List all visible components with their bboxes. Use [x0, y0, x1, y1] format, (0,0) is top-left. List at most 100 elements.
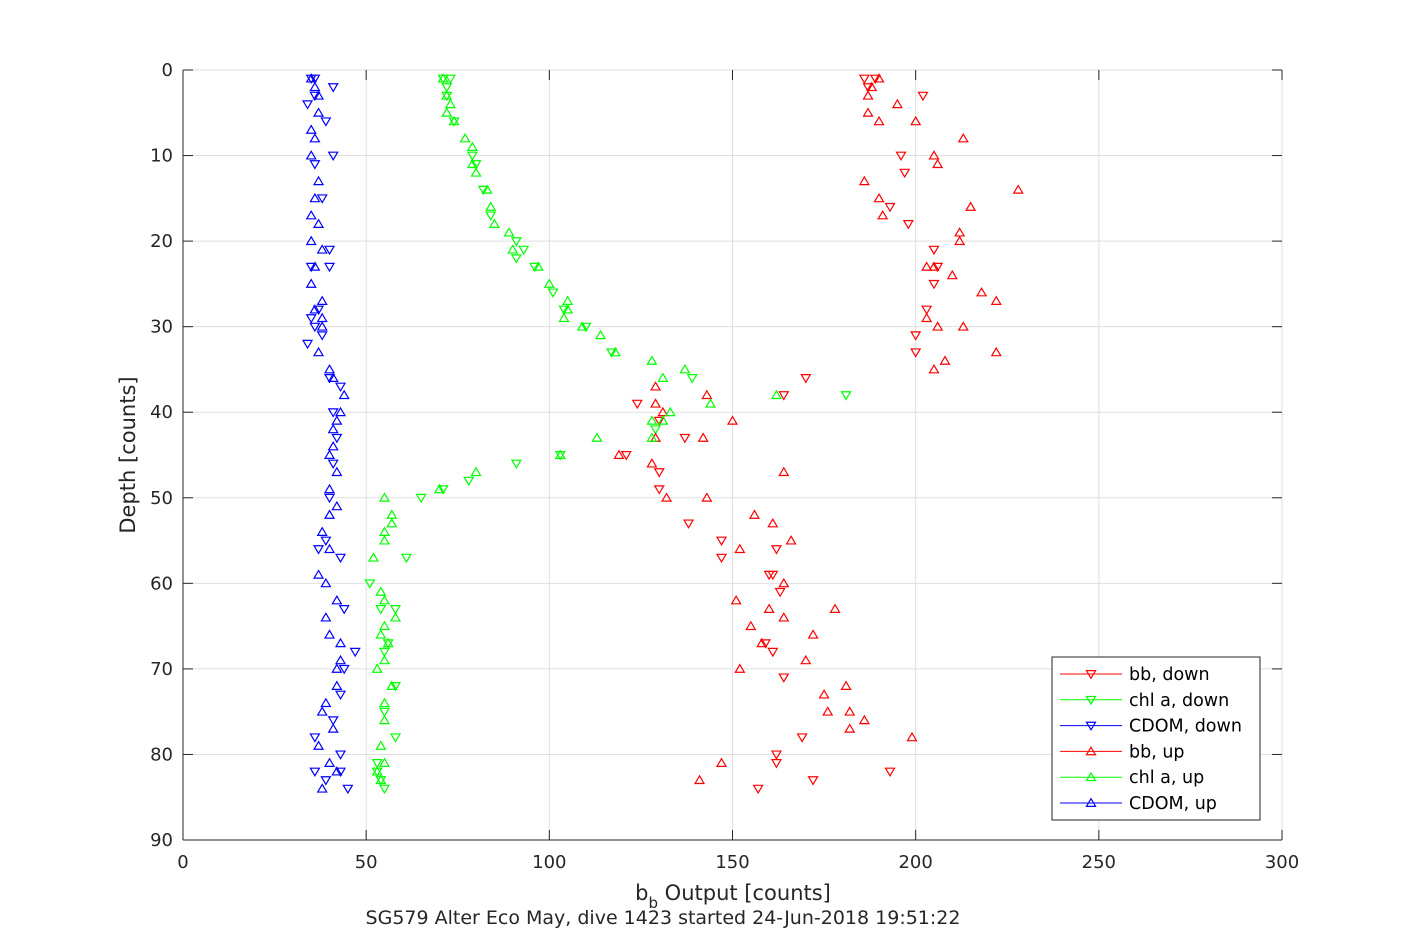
legend-marker	[1085, 721, 1097, 732]
data-point	[701, 389, 713, 400]
data-point	[364, 579, 376, 589]
data-point	[323, 757, 336, 767]
data-point	[862, 83, 874, 93]
data-point	[928, 279, 940, 290]
data-point	[748, 509, 761, 519]
data-point	[767, 647, 779, 658]
data-point	[316, 244, 328, 254]
data-point	[580, 322, 592, 333]
data-point	[323, 363, 336, 374]
data-point	[466, 141, 478, 151]
data-point	[334, 406, 347, 417]
data-point	[807, 776, 819, 786]
data-point	[543, 278, 555, 288]
data-point	[312, 346, 325, 357]
data-point	[650, 425, 662, 435]
data-point	[305, 73, 317, 83]
data-point	[375, 605, 387, 615]
data-point	[653, 485, 665, 495]
data-point	[774, 587, 786, 598]
data-point	[620, 451, 632, 461]
data-point	[309, 81, 321, 92]
data-point	[327, 372, 339, 382]
figure-caption: SG579 Alter Eco May, dive 1423 started 2…	[366, 907, 961, 929]
data-point	[327, 440, 339, 451]
data-point	[932, 321, 944, 331]
data-point	[910, 348, 922, 358]
data-point	[334, 654, 347, 665]
x-tick-label: 100	[532, 852, 566, 873]
data-point	[928, 261, 940, 271]
data-point	[928, 363, 940, 374]
data-point	[693, 774, 706, 785]
legend-box	[1051, 656, 1261, 821]
data-point	[334, 767, 347, 778]
data-points	[302, 73, 1024, 795]
data-point	[466, 158, 478, 169]
data-point	[928, 150, 940, 160]
data-point	[378, 654, 391, 665]
data-point	[320, 577, 332, 588]
data-point	[910, 115, 922, 126]
legend-item: chl a, down	[1060, 691, 1229, 711]
data-point	[862, 107, 874, 117]
data-point	[558, 305, 570, 316]
data-point	[316, 331, 328, 341]
data-point	[778, 466, 790, 477]
data-point	[778, 577, 790, 588]
data-point	[327, 83, 339, 93]
data-point	[334, 690, 347, 701]
data-point	[946, 269, 958, 280]
data-point	[653, 416, 665, 427]
legend-label: chl a, up	[1129, 768, 1204, 788]
data-point	[679, 433, 691, 444]
data-point	[895, 151, 907, 162]
y-tick-label: 70	[150, 659, 173, 680]
data-point	[976, 286, 988, 297]
data-point	[902, 220, 914, 230]
data-point	[312, 90, 325, 100]
data-point	[378, 647, 391, 658]
legend-label: CDOM, down	[1129, 717, 1242, 737]
data-point	[331, 433, 343, 444]
data-point	[990, 295, 1002, 305]
data-point	[763, 603, 775, 613]
data-point	[631, 399, 643, 410]
data-point	[873, 73, 885, 83]
data-point	[518, 245, 530, 256]
x-axis-label-rest: Output [counts]	[658, 881, 831, 905]
data-point	[609, 346, 621, 357]
data-point	[595, 329, 607, 340]
data-point	[818, 689, 830, 699]
data-point	[323, 449, 336, 459]
data-point	[320, 612, 332, 622]
data-point	[646, 458, 658, 468]
data-point	[312, 175, 325, 186]
data-point	[323, 629, 336, 639]
data-point	[338, 605, 350, 615]
data-point	[323, 509, 336, 519]
data-point	[470, 167, 482, 177]
data-point	[320, 697, 332, 708]
data-point	[309, 304, 321, 314]
data-point	[349, 647, 361, 658]
data-point	[646, 415, 658, 425]
data-point	[305, 150, 317, 160]
legend-item: chl a, up	[1060, 768, 1204, 788]
y-tick-label: 30	[150, 317, 173, 338]
data-point	[554, 449, 566, 459]
data-point	[910, 331, 922, 341]
data-point	[320, 117, 332, 127]
data-point	[661, 492, 673, 502]
data-point	[873, 115, 885, 126]
data-point	[441, 90, 453, 100]
legend-marker	[1085, 797, 1097, 807]
data-point	[800, 374, 812, 384]
data-point	[338, 389, 350, 400]
legend-label: chl a, down	[1129, 691, 1229, 711]
data-point	[378, 707, 391, 718]
data-point	[917, 91, 929, 102]
data-point	[327, 716, 339, 726]
data-point	[342, 784, 354, 795]
